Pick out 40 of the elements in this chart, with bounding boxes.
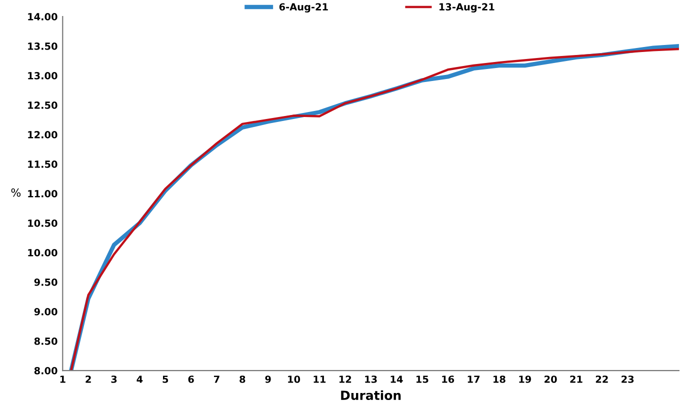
x-tick-label: 9 bbox=[265, 376, 271, 383]
legend-label: 6-Aug-21 bbox=[279, 3, 328, 12]
x-tick-label: 18 bbox=[494, 376, 506, 383]
y-tick-label: 10.50 bbox=[28, 220, 58, 227]
x-tick-label: 8 bbox=[240, 376, 246, 383]
x-tick-label: 7 bbox=[214, 376, 220, 383]
x-tick-label: 3 bbox=[111, 376, 117, 383]
x-tick-label: 22 bbox=[596, 376, 608, 383]
y-tick-label: 8.00 bbox=[34, 367, 58, 374]
x-tick-label: 21 bbox=[570, 376, 582, 383]
y-axis-title: % bbox=[11, 188, 21, 197]
x-tick-label: 2 bbox=[86, 376, 91, 383]
y-tick-label: 9.00 bbox=[34, 308, 58, 316]
y-tick-label: 14.00 bbox=[28, 13, 58, 20]
y-tick-label: 11.00 bbox=[28, 190, 58, 198]
x-tick-label: 19 bbox=[519, 376, 532, 383]
y-tick-label: 8.50 bbox=[34, 338, 58, 345]
y-tick-label: 9.50 bbox=[34, 278, 58, 286]
y-tick-label: 13.50 bbox=[28, 42, 58, 50]
x-tick-label: 13 bbox=[365, 376, 377, 383]
x-tick-label: 17 bbox=[468, 376, 480, 383]
x-tick-label: 14 bbox=[390, 376, 403, 383]
x-tick-label: 16 bbox=[442, 376, 454, 383]
y-tick-label: 12.00 bbox=[28, 131, 58, 138]
y-tick-label: 10.00 bbox=[28, 249, 58, 256]
x-tick-label: 4 bbox=[136, 376, 143, 383]
x-tick-label: 20 bbox=[544, 376, 557, 383]
x-tick-label: 5 bbox=[162, 376, 168, 383]
legend-label: 13-Aug-21 bbox=[439, 3, 494, 12]
x-tick-label: 23 bbox=[622, 376, 634, 383]
x-tick-label: 10 bbox=[288, 376, 300, 383]
x-tick-label: 1 bbox=[60, 376, 66, 383]
x-tick-label: 11 bbox=[314, 376, 326, 383]
y-tick-label: 13.00 bbox=[28, 72, 58, 80]
y-tick-label: 12.50 bbox=[28, 102, 58, 109]
x-axis-title: Duration bbox=[341, 390, 401, 400]
y-tick-label: 11.50 bbox=[28, 160, 58, 168]
x-tick-label: 15 bbox=[416, 376, 428, 383]
x-tick-label: 12 bbox=[339, 376, 352, 383]
x-tick-label: 6 bbox=[188, 376, 194, 383]
